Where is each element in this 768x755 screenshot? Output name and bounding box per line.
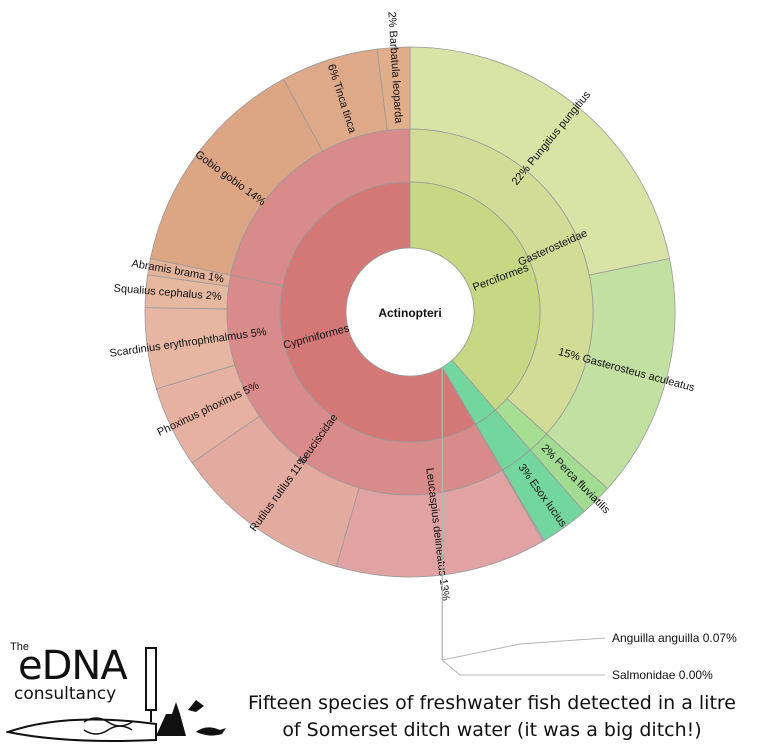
edna-logo: The eDNA consultancy	[6, 640, 231, 748]
caption-line-2: of Somerset ditch water (it was a big di…	[282, 719, 702, 741]
logo-the: The	[10, 641, 29, 653]
chart-caption: Fifteen species of freshwater fish detec…	[232, 690, 752, 744]
logo-graphic	[6, 647, 226, 742]
logo-edna: eDNA	[18, 643, 128, 689]
species-label-anguilla-anguilla: Anguilla anguilla 0.07%	[612, 631, 737, 645]
leader-line-salmonidae	[441, 367, 605, 676]
center-circle	[345, 247, 475, 377]
logo-consultancy: consultancy	[14, 684, 117, 704]
caption-line-1: Fifteen species of freshwater fish detec…	[248, 692, 736, 714]
species-label-salmonidae: Salmonidae 0.00%	[612, 668, 713, 682]
center-label: Actinopteri	[378, 306, 441, 320]
